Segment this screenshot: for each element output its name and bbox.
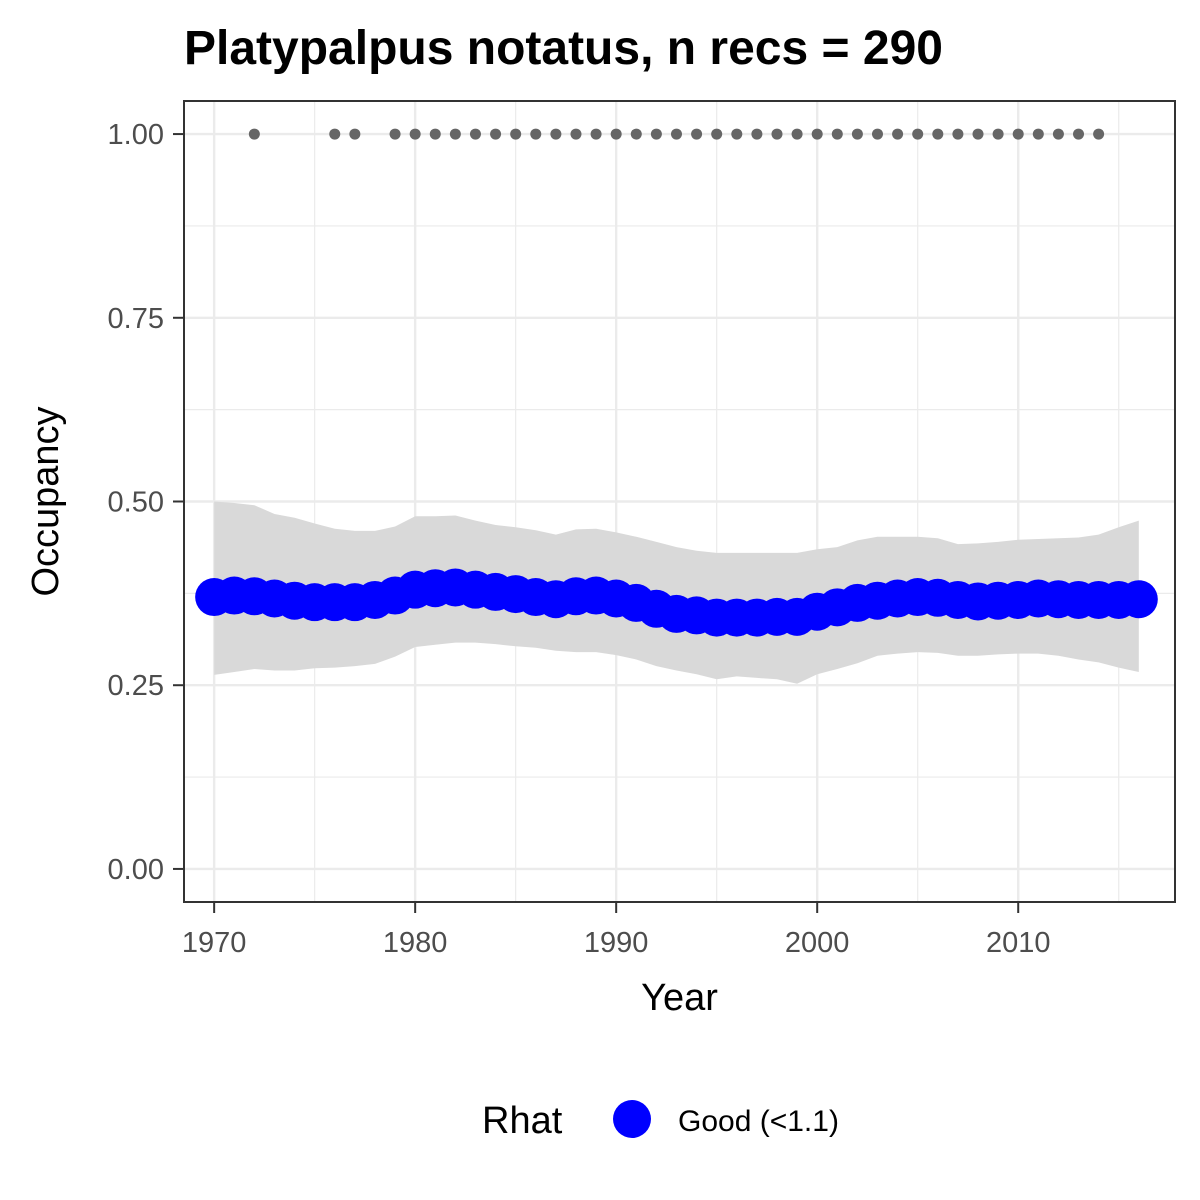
occupancy-point [1119, 580, 1158, 619]
y-axis-title: Occupancy [25, 406, 67, 596]
x-tick-label: 1970 [182, 927, 247, 959]
record-point [469, 128, 481, 140]
record-point [1032, 128, 1044, 140]
record-point [248, 128, 260, 140]
record-point [570, 128, 582, 140]
record-point [751, 128, 763, 140]
x-axis-title: Year [641, 977, 718, 1019]
record-point [912, 128, 924, 140]
y-tick-label: 0.50 [108, 487, 164, 519]
x-tick-label: 2010 [986, 927, 1051, 959]
record-point [1073, 128, 1085, 140]
record-point [409, 128, 421, 140]
y-axis: 0.00 0.25 0.50 0.75 1.00 [108, 119, 184, 886]
record-point [389, 128, 401, 140]
y-tick-label: 0.25 [108, 670, 164, 702]
legend-label-good: Good (<1.1) [678, 1105, 839, 1138]
record-point [530, 128, 542, 140]
legend-key-good [613, 1100, 651, 1138]
major-gridlines [184, 101, 1175, 902]
record-point [871, 128, 883, 140]
record-point [610, 128, 622, 140]
record-point [550, 128, 562, 140]
record-point [851, 128, 863, 140]
credible-interval-layer [214, 501, 1139, 684]
y-tick-label: 0.75 [108, 303, 164, 335]
record-point [731, 128, 743, 140]
y-tick-label: 1.00 [108, 119, 164, 151]
record-point [771, 128, 783, 140]
record-point [590, 128, 602, 140]
record-point [952, 128, 964, 140]
chart-title: Platypalpus notatus, n recs = 290 [184, 22, 943, 75]
x-tick-label: 1980 [383, 927, 448, 959]
record-point [811, 128, 823, 140]
x-tick-label: 2000 [785, 927, 850, 959]
record-point [630, 128, 642, 140]
record-point [932, 128, 944, 140]
record-point [329, 128, 341, 140]
legend-title: Rhat [482, 1100, 563, 1142]
record-point [1052, 128, 1064, 140]
record-points-layer [248, 128, 1105, 140]
record-point [691, 128, 703, 140]
record-point [449, 128, 461, 140]
record-point [1093, 128, 1105, 140]
record-point [349, 128, 361, 140]
y-tick-label: 0.00 [108, 854, 164, 886]
record-point [711, 128, 723, 140]
record-point [510, 128, 522, 140]
record-point [992, 128, 1004, 140]
record-point [892, 128, 904, 140]
record-point [791, 128, 803, 140]
record-point [650, 128, 662, 140]
record-point [670, 128, 682, 140]
x-axis: 1970 1980 1990 2000 2010 [182, 902, 1051, 959]
legend: Rhat Good (<1.1) [482, 1100, 839, 1142]
record-point [429, 128, 441, 140]
credible-interval-band [214, 501, 1139, 684]
x-tick-label: 1990 [584, 927, 649, 959]
mean-occupancy-layer [195, 568, 1158, 637]
record-point [490, 128, 502, 140]
record-point [831, 128, 843, 140]
record-point [1012, 128, 1024, 140]
record-point [972, 128, 984, 140]
